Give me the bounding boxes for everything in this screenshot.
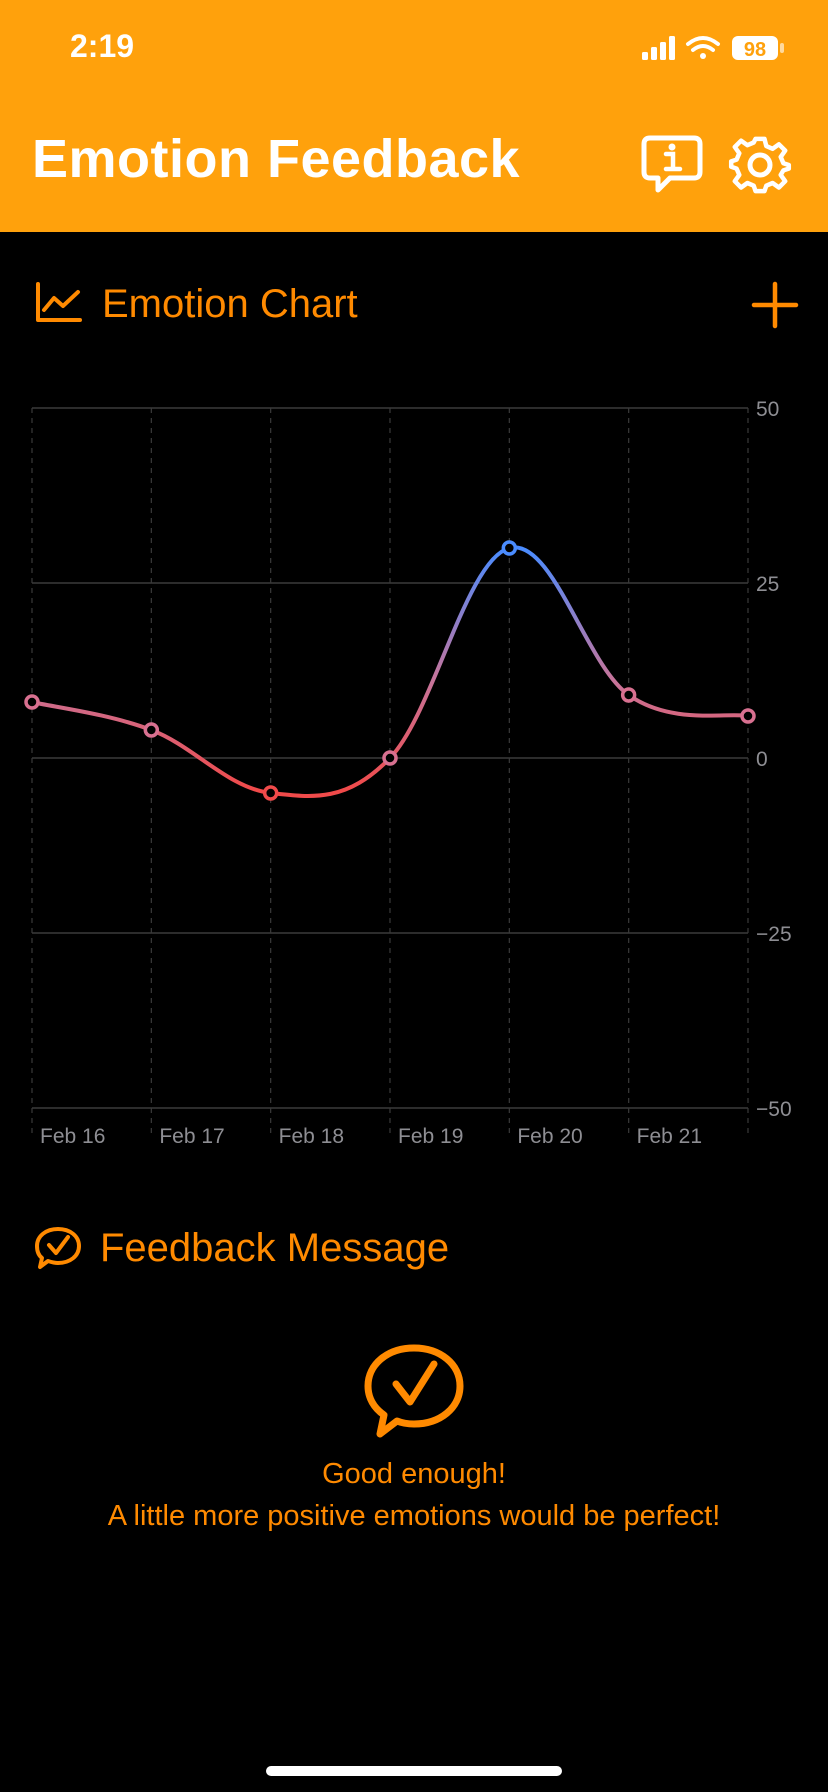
- add-entry-button[interactable]: [750, 280, 800, 330]
- x-tick-label: Feb 18: [279, 1125, 344, 1148]
- cellular-signal-icon: [642, 36, 675, 60]
- y-tick-label: 0: [756, 748, 768, 771]
- x-tick-label: Feb 16: [40, 1125, 105, 1148]
- line-chart-icon: [36, 282, 82, 322]
- plus-icon: [751, 281, 799, 329]
- y-tick-label: −50: [756, 1098, 792, 1121]
- battery-icon: 98: [732, 36, 784, 61]
- app-header: 2:19 98 Emotion Feedback: [0, 0, 828, 232]
- feedback-status-icon: [360, 1342, 468, 1450]
- gear-icon: [728, 136, 792, 194]
- data-point[interactable]: [501, 540, 518, 556]
- feedback-section-title: Feedback Message: [100, 1226, 450, 1270]
- x-tick-label: Feb 21: [637, 1125, 702, 1148]
- data-point[interactable]: [24, 694, 40, 710]
- x-tick-label: Feb 19: [398, 1125, 463, 1148]
- check-bubble-icon: [35, 1227, 81, 1269]
- info-bubble-icon: [641, 135, 703, 193]
- data-point[interactable]: [262, 785, 279, 801]
- battery-level: 98: [744, 39, 766, 61]
- status-icons: 98: [640, 30, 790, 70]
- status-time: 2:19: [70, 28, 135, 64]
- wifi-icon: [686, 36, 720, 59]
- x-tick-label: Feb 17: [159, 1125, 224, 1148]
- data-point[interactable]: [382, 750, 398, 766]
- feedback-message-detail: A little more positive emotions would be…: [107, 1500, 721, 1532]
- settings-button[interactable]: [728, 132, 792, 196]
- app-title: Emotion Feedback: [32, 129, 521, 189]
- feedback-message-headline: Good enough!: [322, 1458, 506, 1490]
- data-point[interactable]: [740, 708, 756, 724]
- home-indicator[interactable]: [266, 1766, 562, 1776]
- emotion-chart: 50 25 0 −25 −50 Feb 16 Feb 17 Feb 18 Feb 19 Feb 2…: [24, 398, 792, 1148]
- y-tick-label: −25: [756, 923, 792, 946]
- chart-section-title: Emotion Chart: [102, 282, 358, 326]
- y-tick-label: 50: [756, 398, 779, 421]
- data-point[interactable]: [620, 687, 637, 703]
- y-tick-label: 25: [756, 573, 779, 596]
- x-tick-label: Feb 20: [517, 1125, 582, 1148]
- info-button[interactable]: [640, 132, 704, 196]
- data-point[interactable]: [143, 722, 160, 738]
